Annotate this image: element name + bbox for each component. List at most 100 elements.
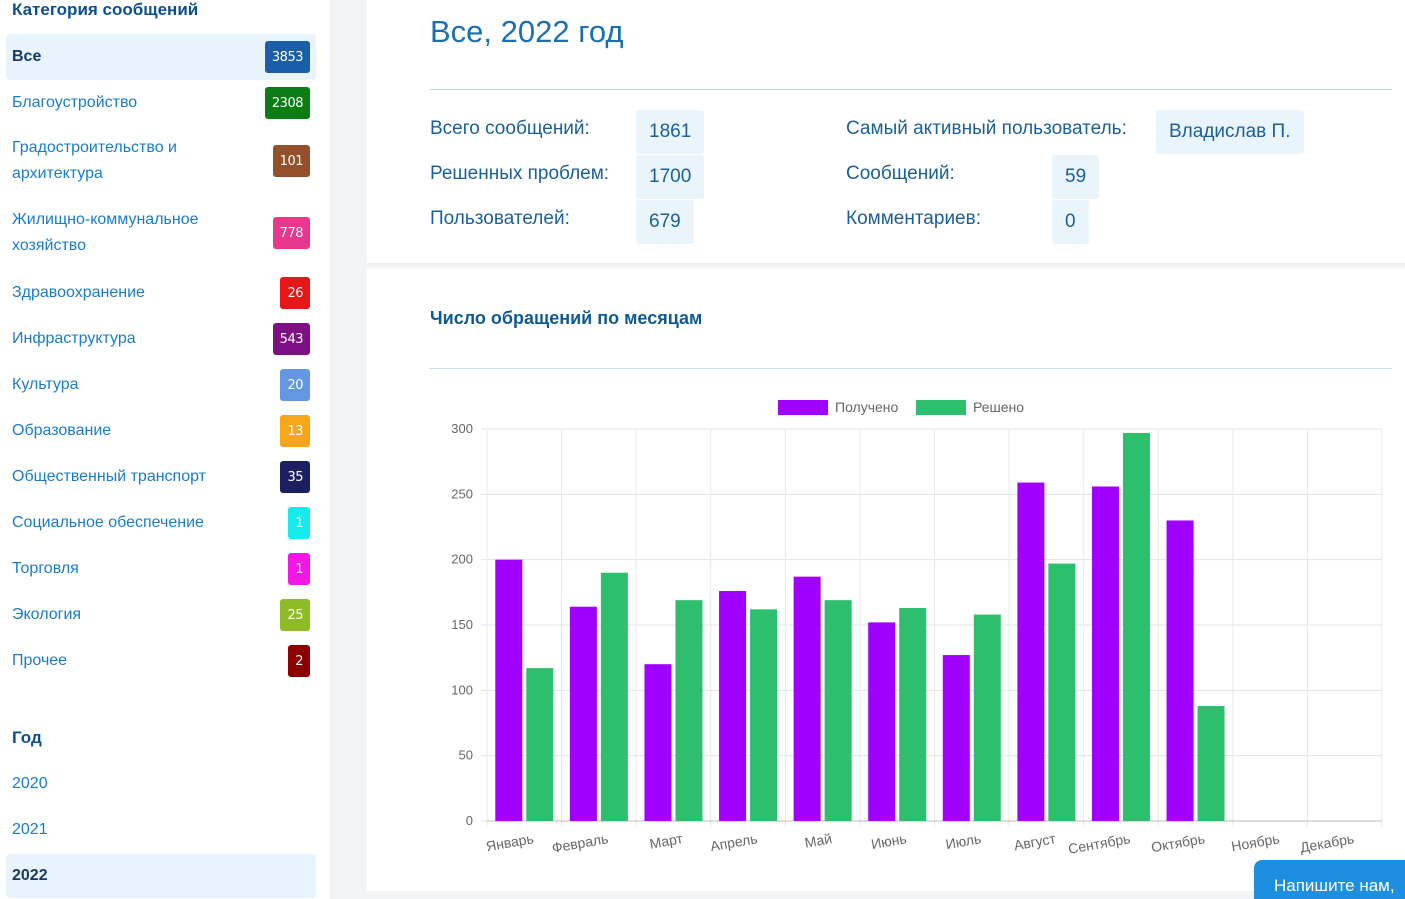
bar-solved: [750, 609, 778, 821]
x-tick-label: Сентябрь: [1067, 830, 1132, 857]
title-divider: [429, 89, 1392, 90]
bar-solved: [973, 614, 1001, 821]
bar-received: [868, 622, 896, 821]
x-tick-label: Июль: [944, 830, 982, 852]
bar-received: [793, 576, 821, 821]
count-badge: 2: [288, 645, 310, 677]
category-item-all[interactable]: Все 3853: [6, 34, 316, 80]
category-item[interactable]: Здравоохранение 26: [6, 270, 316, 316]
x-tick-label: Октябрь: [1150, 830, 1206, 855]
bar-solved: [675, 600, 703, 821]
bar-received: [1091, 486, 1119, 821]
count-badge: 20: [280, 369, 310, 401]
count-badge: 2308: [264, 87, 310, 119]
category-item[interactable]: Образование 13: [6, 408, 316, 454]
category-label: Благоустройство: [12, 94, 138, 111]
category-label: Инфраструктура: [12, 330, 136, 347]
bar-received: [569, 606, 597, 821]
category-label: Культура: [12, 376, 79, 393]
solved-problems-label: Решенных проблем:: [430, 163, 610, 184]
year-item-2022[interactable]: 2022: [6, 854, 316, 898]
x-tick-label: Апрель: [709, 830, 759, 854]
bar-received: [1017, 482, 1045, 821]
y-tick-label: 50: [459, 748, 473, 763]
year-heading: Год: [12, 728, 42, 747]
category-item[interactable]: Экология 25: [6, 592, 316, 638]
y-tick-label: 250: [451, 486, 473, 501]
count-badge: 1: [288, 553, 310, 585]
legend-swatch: [916, 400, 966, 415]
count-badge: 35: [280, 461, 310, 493]
total-messages-label: Всего сообщений:: [430, 118, 590, 139]
category-label: Образование: [12, 422, 112, 439]
category-label: Прочее: [12, 652, 68, 669]
x-tick-label: Декабрь: [1299, 830, 1356, 855]
category-item[interactable]: Инфраструктура 543: [6, 316, 316, 362]
total-messages-value: 1861: [636, 110, 705, 154]
category-label: Жилищно-коммунальное хозяйство: [12, 211, 199, 254]
user-messages-value: 59: [1052, 155, 1100, 199]
count-badge: 1: [288, 507, 310, 539]
x-tick-label: Март: [648, 830, 684, 852]
active-user-value[interactable]: Владислав П.: [1156, 110, 1304, 154]
page-title: Все, 2022 год: [430, 14, 624, 49]
card-divider: [367, 263, 1405, 271]
chart-title: Число обращений по месяцам: [430, 308, 703, 328]
count-badge: 26: [280, 277, 310, 309]
legend-label: Решено: [973, 399, 1024, 415]
y-tick-label: 100: [451, 682, 473, 697]
count-badge: 3853: [264, 41, 310, 73]
bar-solved: [1122, 432, 1150, 821]
legend-label: Получено: [835, 399, 899, 415]
category-label: Здравоохранение: [12, 284, 145, 301]
category-item[interactable]: Торговля 1: [6, 546, 316, 592]
bar-received: [719, 591, 747, 821]
x-tick-label: Август: [1013, 830, 1058, 853]
chart-divider: [429, 368, 1392, 369]
write-us-button[interactable]: Напишите нам,: [1254, 860, 1405, 899]
y-tick-label: 0: [466, 813, 473, 828]
user-comments-value: 0: [1052, 200, 1089, 244]
user-comments-label: Комментариев:: [846, 208, 981, 229]
bar-received: [942, 655, 970, 821]
bar-received: [495, 559, 523, 821]
x-tick-label: Январь: [485, 830, 535, 854]
category-item[interactable]: Культура 20: [6, 362, 316, 408]
category-label: Общественный транспорт: [12, 468, 206, 485]
category-item[interactable]: Социальное обеспечение 1: [6, 500, 316, 546]
users-value: 679: [636, 200, 694, 244]
bar-solved: [600, 572, 628, 821]
y-tick-label: 200: [451, 552, 473, 567]
category-item[interactable]: Прочее 2: [6, 638, 316, 684]
count-badge: 25: [280, 599, 310, 631]
category-item[interactable]: Благоустройство 2308: [6, 80, 316, 126]
x-tick-label: Ноябрь: [1230, 830, 1281, 854]
bar-solved: [1048, 563, 1076, 821]
active-user-label: Самый активный пользователь:: [846, 118, 1127, 139]
sidebar: Категория сообщений Все 3853 Благоустрой…: [0, 0, 330, 899]
category-label: Торговля: [12, 560, 79, 577]
count-badge: 778: [272, 217, 310, 249]
bar-received: [1166, 520, 1194, 821]
bar-solved: [526, 668, 554, 821]
bar-solved: [824, 600, 852, 821]
category-heading: Категория сообщений: [12, 0, 199, 19]
bar-received: [644, 664, 672, 821]
category-item[interactable]: Градостроительство и архитектура 101: [6, 135, 316, 187]
x-tick-label: Июнь: [870, 830, 908, 852]
count-badge: 543: [272, 323, 310, 355]
category-item[interactable]: Жилищно-коммунальное хозяйство 778: [6, 207, 316, 259]
year-item-2020[interactable]: 2020: [12, 775, 48, 792]
x-tick-label: Февраль: [551, 830, 610, 856]
user-messages-label: Сообщений:: [846, 163, 955, 184]
y-tick-label: 150: [451, 617, 473, 632]
users-label: Пользователей:: [430, 208, 570, 229]
y-tick-label: 300: [451, 421, 473, 436]
count-badge: 13: [280, 415, 310, 447]
category-label: Социальное обеспечение: [12, 514, 204, 531]
year-item-2021[interactable]: 2021: [12, 821, 48, 838]
category-item[interactable]: Общественный транспорт 35: [6, 454, 316, 500]
bar-solved: [1197, 706, 1225, 821]
monthly-bar-chart: 0 50 100 150 200 250 300 Январь Февраль Март Апрел…: [451, 399, 1383, 857]
category-label: Экология: [12, 606, 82, 623]
